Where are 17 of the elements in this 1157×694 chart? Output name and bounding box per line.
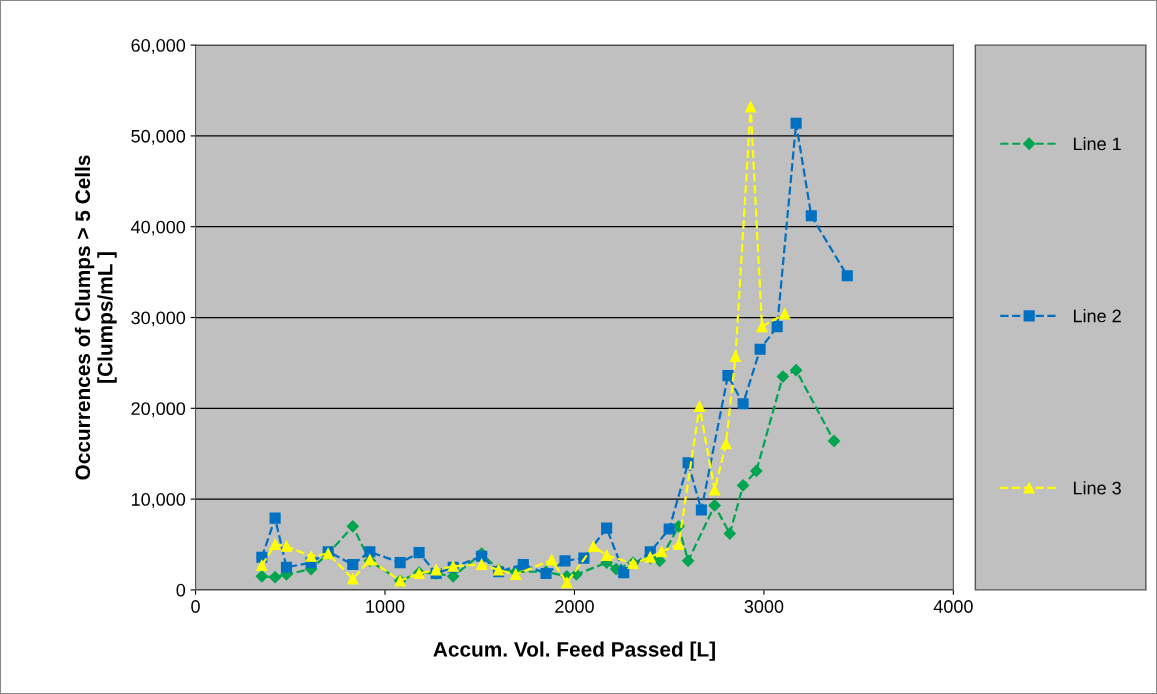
y-tick-label: 40,000	[131, 220, 186, 236]
x-axis-title: Accum. Vol. Feed Passed [L]	[433, 641, 715, 661]
x-tick-label: 0	[191, 600, 200, 613]
legend-label: Line 3	[1073, 481, 1121, 495]
x-tick-label: 3000	[744, 600, 784, 613]
legend-label: Line 1	[1073, 136, 1121, 151]
x-tick-label: 1000	[366, 600, 405, 613]
y-tick-label: 20,000	[131, 402, 186, 418]
y-tick-label: 10,000	[131, 493, 186, 508]
y-tick-label: 30,000	[131, 311, 186, 327]
y-tick-label: 0	[176, 583, 186, 597]
x-tick-label: 4000	[933, 600, 973, 613]
x-tick-label: 2000	[555, 600, 594, 613]
y-tick-label: 50,000	[131, 129, 186, 145]
y-axis-title: Occurrences of Clumps > 5 Cells [Clumps/mL ]	[74, 155, 117, 480]
y-tick-label: 60,000	[131, 39, 186, 54]
legend-label: Line 2	[1073, 309, 1121, 323]
